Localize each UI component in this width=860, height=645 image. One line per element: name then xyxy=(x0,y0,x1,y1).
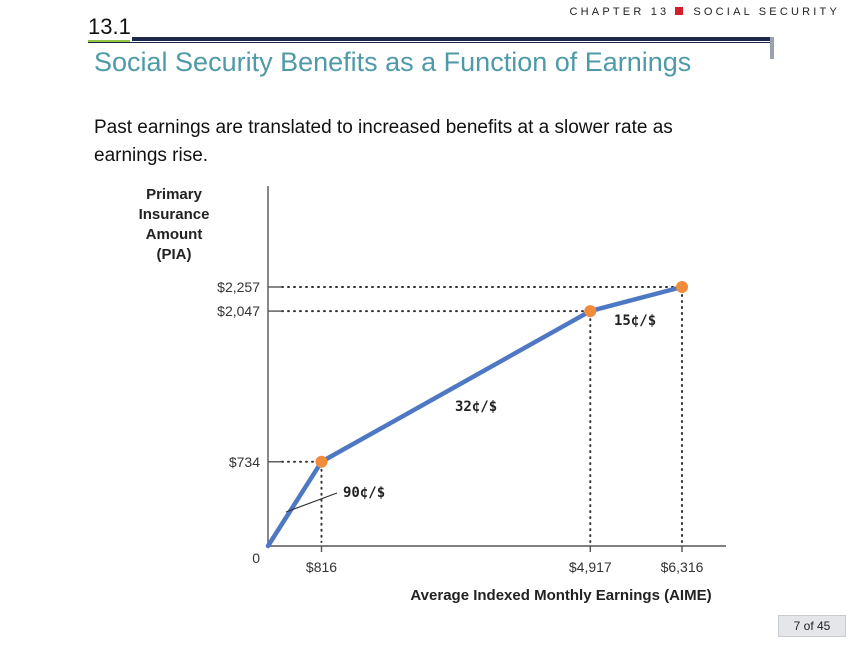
y-tick-label: $2,047 xyxy=(217,303,260,319)
x-tick-label: $816 xyxy=(306,559,337,575)
rate-leader-line xyxy=(285,492,338,513)
chapter-topic: SOCIAL SECURITY xyxy=(693,6,840,18)
header-rule-tail xyxy=(770,37,774,59)
pia-line xyxy=(265,284,685,549)
rate-label: 90¢/$ xyxy=(343,485,385,501)
y-axis-title: (PIA) xyxy=(157,246,192,263)
bend-point xyxy=(315,455,328,468)
slide-title: Social Security Benefits as a Function o… xyxy=(94,47,692,77)
origin-label: 0 xyxy=(252,550,260,566)
x-tick-label: $6,316 xyxy=(661,559,704,575)
x-tick-label: $4,917 xyxy=(569,559,612,575)
header-rule xyxy=(132,37,774,41)
y-axis-title: Primary xyxy=(146,186,203,203)
rate-label: 15¢/$ xyxy=(614,313,656,329)
square-bullet-icon xyxy=(675,7,684,15)
y-tick-label: $734 xyxy=(229,454,260,470)
section-underline xyxy=(88,40,130,43)
rate-label: 32¢/$ xyxy=(455,399,497,415)
chapter-header: CHAPTER 13 SOCIAL SECURITY xyxy=(570,6,840,18)
bend-point xyxy=(584,305,597,318)
y-axis-title: Amount xyxy=(146,226,203,243)
chapter-label: CHAPTER 13 xyxy=(569,6,670,18)
bend-point xyxy=(676,281,688,293)
page-number: 7 of 45 xyxy=(778,615,846,637)
x-axis-title: Average Indexed Monthly Earnings (AIME) xyxy=(410,587,711,604)
y-tick-label: $2,257 xyxy=(217,279,260,295)
y-axis-title: Insurance xyxy=(139,206,210,223)
section-number: 13.1 xyxy=(88,14,131,39)
header-rule-thin xyxy=(88,42,774,43)
slide-subtitle: Past earnings are translated to increase… xyxy=(94,117,673,166)
